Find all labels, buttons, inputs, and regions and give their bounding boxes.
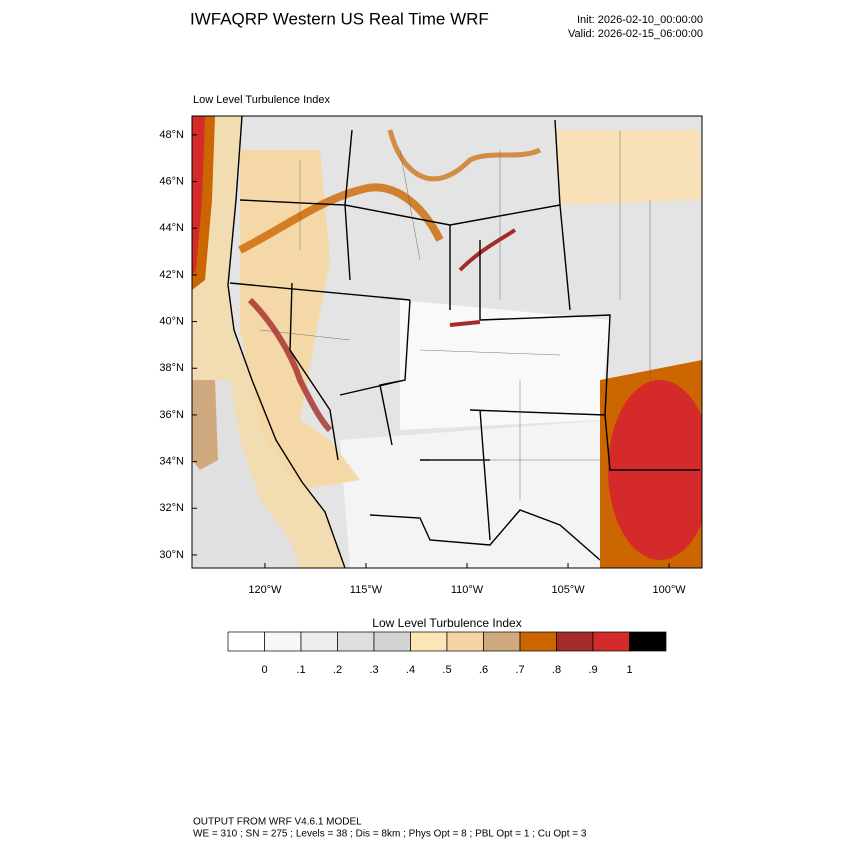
footer-line: OUTPUT FROM WRF V4.6.1 MODEL bbox=[193, 817, 362, 828]
plains-light bbox=[400, 300, 610, 430]
title: IWFAQRP Western US Real Time WRF bbox=[190, 9, 489, 28]
colorbar-box bbox=[483, 631, 521, 652]
colorbar-box bbox=[227, 631, 265, 652]
lat-tick-label: 48°N bbox=[159, 129, 184, 141]
colorbar-box bbox=[629, 631, 667, 652]
map-frame bbox=[191, 115, 703, 569]
colorbar-box bbox=[337, 631, 375, 652]
colorbar-box bbox=[446, 631, 484, 652]
colorbar-label: .4 bbox=[406, 664, 415, 676]
colorbar-label: .6 bbox=[479, 664, 488, 676]
colorbar-box bbox=[373, 631, 411, 652]
colorbar-box bbox=[300, 631, 338, 652]
map-subtitle: Low Level Turbulence Index bbox=[193, 94, 330, 106]
ridge bbox=[238, 183, 444, 254]
colorbar-label: .1 bbox=[296, 664, 305, 676]
ocean-tan bbox=[192, 380, 218, 470]
colorbar-label: .5 bbox=[442, 664, 451, 676]
coastline bbox=[227, 116, 346, 568]
lat-tick-label: 42°N bbox=[159, 269, 184, 281]
footer-line: WE = 310 ; SN = 275 ; Levels = 38 ; Dis … bbox=[193, 829, 587, 840]
init-time: Init: 2026-02-10_00:00:00 bbox=[577, 14, 703, 26]
ridge bbox=[387, 129, 542, 182]
colorbar-box bbox=[264, 631, 302, 652]
colorbar-box bbox=[556, 631, 594, 652]
colorbar-label: 1 bbox=[626, 664, 632, 676]
lon-tick-label: 105°W bbox=[551, 584, 585, 596]
lat-tick-label: 40°N bbox=[159, 315, 184, 327]
county-lines bbox=[259, 130, 651, 500]
lat-tick-label: 44°N bbox=[159, 222, 184, 234]
colorbar-title: Low Level Turbulence Index bbox=[372, 616, 521, 630]
ocean-red bbox=[192, 116, 205, 275]
valid-time: Valid: 2026-02-15_06:00:00 bbox=[568, 28, 703, 40]
lon-tick-label: 100°W bbox=[652, 584, 686, 596]
colorbar-label: .3 bbox=[369, 664, 378, 676]
lon-tick-label: 115°W bbox=[350, 584, 383, 596]
colorbar-box bbox=[519, 631, 557, 652]
southwest-light bbox=[340, 420, 620, 568]
ridge bbox=[458, 228, 517, 272]
lat-tick-label: 32°N bbox=[159, 502, 184, 514]
colorbar-label: .2 bbox=[333, 664, 342, 676]
lat-tick-label: 36°N bbox=[159, 409, 184, 421]
ridge bbox=[449, 320, 481, 327]
axis-ticks: 30°N 32°N 34°N 36°N 38°N 40°N 42°N 44°N 46°N 48°N… bbox=[159, 129, 686, 596]
lat-tick-label: 46°N bbox=[159, 175, 184, 187]
colorbar-label: .7 bbox=[515, 664, 524, 676]
colorbar-label: .8 bbox=[552, 664, 561, 676]
map bbox=[191, 115, 703, 569]
lat-tick-label: 38°N bbox=[159, 362, 184, 374]
colorbar: 0 .1 .2 .3 .4 .5 .6 .7 .8 .9 1 bbox=[227, 631, 667, 676]
north-plains-tan bbox=[555, 130, 702, 205]
lat-tick-label: 30°N bbox=[159, 549, 184, 561]
lon-tick-label: 110°W bbox=[451, 584, 484, 596]
colorbar-label: .9 bbox=[588, 664, 597, 676]
ridge bbox=[247, 297, 333, 433]
lat-tick-label: 34°N bbox=[159, 455, 184, 467]
ocean-south bbox=[192, 380, 300, 568]
colorbar-box bbox=[592, 631, 630, 652]
state-borders bbox=[229, 119, 700, 561]
lon-tick-label: 120°W bbox=[248, 584, 282, 596]
colorbar-label: 0 bbox=[261, 664, 267, 676]
colorbar-box bbox=[410, 631, 448, 652]
